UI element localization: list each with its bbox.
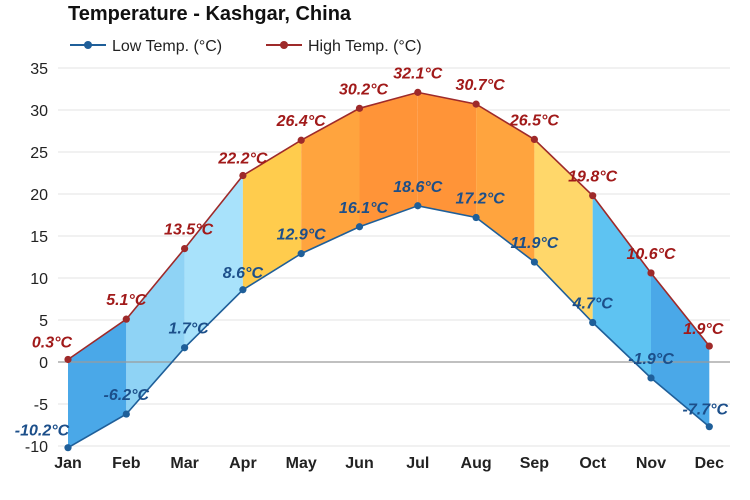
low-temp-label-mar: 1.7°C — [168, 321, 209, 338]
y-tick-label: 15 — [30, 229, 48, 246]
high-temp-line — [67, 91, 710, 361]
x-tick-mar: Mar — [170, 455, 198, 472]
chart-title: Temperature - Kashgar, China — [68, 3, 352, 25]
high-temp-point-apr — [239, 171, 247, 180]
x-tick-apr: Apr — [229, 455, 257, 472]
x-tick-may: May — [286, 455, 317, 472]
low-temp-label-nov: -1.9°C — [628, 351, 674, 368]
high-temp-point-mar — [181, 245, 189, 253]
low-temp-point-nov — [647, 374, 655, 382]
low-temp-label-aug: 17.2°C — [456, 191, 506, 208]
x-tick-nov: Nov — [636, 455, 666, 472]
legend-item-high[interactable]: High Temp. (°C) — [266, 38, 422, 55]
low-temp-point-sep — [530, 258, 539, 266]
y-tick-label: 10 — [30, 271, 48, 288]
y-tick-label: 5 — [39, 313, 48, 330]
high-temp-label-feb: 5.1°C — [106, 292, 147, 309]
high-temp-label-mar: 13.5°C — [164, 222, 214, 239]
high-temp-point-aug — [472, 100, 480, 108]
series-lines — [67, 91, 710, 449]
y-tick-label: -10 — [25, 439, 48, 456]
x-tick-jul: Jul — [406, 455, 429, 472]
x-tick-sep: Sep — [520, 455, 550, 472]
high-temp-point-oct — [589, 192, 597, 200]
high-temp-label-jun: 30.2°C — [339, 81, 389, 98]
low-temp-point-aug — [472, 213, 480, 222]
low-temp-point-feb — [122, 410, 130, 418]
low-temp-label-jul: 18.6°C — [393, 179, 443, 196]
high-temp-point-jun — [355, 104, 364, 112]
high-temp-point-jul — [414, 88, 422, 96]
range-fill-aug — [476, 104, 535, 262]
low-temp-label-jan: -10.2°C — [15, 423, 70, 440]
legend: Low Temp. (°C) High Temp. (°C) — [70, 38, 422, 55]
x-tick-jan: Jan — [54, 455, 82, 472]
low-temp-label-apr: 8.6°C — [223, 265, 264, 282]
high-temp-label-apr: 22.2°C — [217, 151, 268, 168]
high-temp-label-jan: 0.3°C — [32, 334, 73, 351]
low-temp-point-jun — [355, 223, 364, 231]
low-temp-label-may: 12.9°C — [277, 227, 327, 244]
x-tick-aug: Aug — [461, 455, 492, 472]
x-tick-oct: Oct — [579, 455, 606, 472]
high-temp-label-sep: 26.5°C — [509, 112, 560, 129]
low-temp-point-mar — [181, 344, 189, 352]
data-labels: 0.3°C -10.2°C 5.1°C -6.2°C 13.5°C 1.7°C 22.2°C… — [15, 65, 729, 439]
low-temp-label-feb: -6.2°C — [104, 387, 150, 404]
high-temp-point-jan — [64, 355, 72, 364]
range-fill-feb — [126, 248, 185, 415]
legend-high-label: High Temp. (°C) — [308, 38, 422, 55]
temperature-range-fills — [68, 92, 710, 448]
range-fill-jan — [68, 319, 127, 448]
range-fill-nov — [651, 273, 710, 427]
high-temp-label-may: 26.4°C — [276, 113, 327, 130]
low-temp-point-jul — [414, 202, 422, 210]
low-temp-point-dec — [705, 423, 713, 431]
legend-low-marker — [84, 41, 92, 49]
high-temp-point-feb — [122, 315, 130, 323]
high-temp-point-may — [297, 136, 305, 144]
y-tick-label: 0 — [39, 355, 48, 372]
high-temp-label-dec: 1.9°C — [683, 321, 724, 338]
series-points — [64, 88, 713, 452]
y-tick-label: 25 — [30, 145, 48, 162]
range-fill-may — [301, 108, 360, 254]
low-temp-point-apr — [239, 286, 247, 294]
low-temp-line — [67, 204, 710, 449]
high-temp-label-oct: 19.8°C — [568, 169, 618, 186]
low-temp-point-jan — [64, 444, 72, 452]
range-fill-jun — [359, 92, 418, 227]
legend-high-marker — [280, 41, 288, 49]
high-temp-label-jul: 32.1°C — [393, 65, 443, 82]
y-tick-label: 35 — [30, 61, 48, 78]
y-tick-label: 20 — [30, 187, 48, 204]
high-temp-point-sep — [530, 135, 539, 143]
y-axis-ticks: -10 -5 0 5 10 15 20 25 30 35 — [25, 61, 48, 456]
high-temp-label-nov: 10.6°C — [626, 246, 676, 263]
high-temp-label-aug: 30.7°C — [456, 77, 506, 94]
range-fill-apr — [242, 140, 302, 290]
range-fill-oct — [592, 195, 651, 378]
low-temp-label-sep: 11.9°C — [510, 235, 558, 252]
low-temp-label-jun: 16.1°C — [339, 200, 389, 217]
high-temp-point-nov — [647, 269, 655, 277]
y-tick-label: -5 — [34, 397, 48, 414]
x-tick-dec: Dec — [695, 455, 724, 472]
x-tick-jun: Jun — [345, 455, 373, 472]
low-temp-point-may — [297, 250, 305, 258]
high-temp-point-dec — [705, 342, 713, 350]
legend-low-label: Low Temp. (°C) — [112, 38, 222, 55]
x-axis-ticks: Jan Feb Mar Apr May Jun Jul Aug Sep Oct Nov Dec — [54, 455, 724, 472]
range-fill-mar — [184, 175, 243, 348]
legend-item-low[interactable]: Low Temp. (°C) — [70, 38, 222, 55]
range-fill-jul — [417, 92, 477, 218]
low-temp-label-oct: 4.7°C — [572, 296, 614, 313]
low-temp-point-oct — [589, 318, 597, 327]
y-tick-label: 30 — [30, 103, 48, 120]
low-temp-label-dec: -7.7°C — [683, 402, 729, 419]
x-tick-feb: Feb — [112, 455, 141, 472]
